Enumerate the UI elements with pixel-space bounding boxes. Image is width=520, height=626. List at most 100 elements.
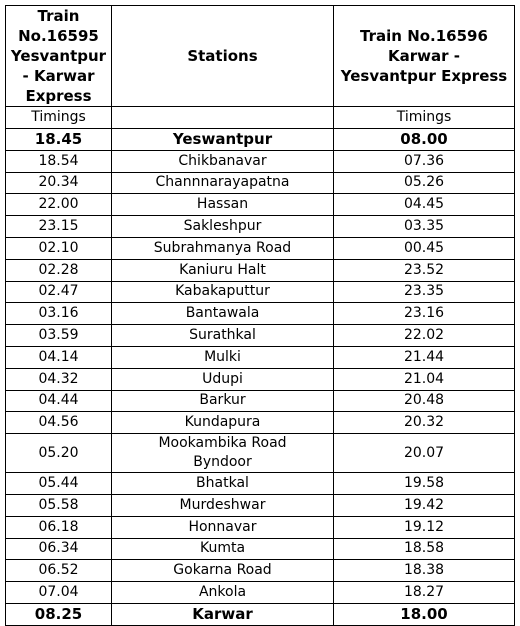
header-line: Yesvantpur [10, 47, 107, 65]
subheader-cell [111, 106, 334, 129]
return-time: 23.35 [333, 280, 515, 304]
return-time: 19.58 [333, 472, 515, 495]
departure-time: 18.54 [5, 149, 112, 173]
departure-time: 04.32 [5, 367, 112, 391]
station: Ankola [111, 581, 334, 604]
header-cell: Train No.16595 Yesvantpur - Karwar Express [5, 5, 112, 107]
header-line: Stations [187, 47, 258, 65]
timetable-row: 02.10 Subrahmanya Road 00.45 [5, 236, 515, 260]
departure-time: 03.59 [5, 324, 112, 347]
header-cell: Stations [111, 5, 334, 107]
station: Sakleshpur [111, 215, 334, 238]
return-time: 05.26 [333, 171, 515, 195]
subheader-cell: Timings [333, 106, 515, 129]
departure-time: 05.44 [5, 472, 112, 495]
station: Mookambika Road Byndoor [111, 433, 334, 474]
timetable-row: 04.32 Udupi 21.04 [5, 367, 515, 391]
departure-time: 04.14 [5, 345, 112, 369]
station: Chikbanavar [111, 149, 334, 173]
station: Barkur [111, 389, 334, 413]
header-line: Yesvantpur Express [340, 67, 508, 85]
timetable-row: 04.56 Kundapura 20.32 [5, 411, 515, 435]
departure-time: 18.45 [5, 128, 112, 151]
timetable-row: 06.34 Kumta 18.58 [5, 537, 515, 561]
station: Subrahmanya Road [111, 236, 334, 260]
station: Kabakaputtur [111, 280, 334, 304]
timetable-row: 08.25 Karwar 18.00 [5, 602, 515, 626]
station: Kundapura [111, 411, 334, 435]
header-line: Train No.16595 [18, 7, 99, 45]
timetable-row: 22.00 Hassan 04.45 [5, 193, 515, 217]
departure-time: 08.25 [5, 602, 112, 626]
departure-time: 03.16 [5, 302, 112, 326]
timetable-row: 05.58 Murdeshwar 19.42 [5, 493, 515, 517]
timetable-row: 18.54 Chikbanavar 07.36 [5, 149, 515, 173]
departure-time: 20.34 [5, 171, 112, 195]
timetable-row: 18.45 Yeswantpur 08.00 [5, 128, 515, 151]
departure-time: 06.52 [5, 559, 112, 583]
station: Karwar [111, 602, 334, 626]
return-time: 20.48 [333, 389, 515, 413]
header-cell: Train No.16596 Karwar - Yesvantpur Express [333, 5, 515, 107]
station: Udupi [111, 367, 334, 391]
return-time: 18.38 [333, 559, 515, 583]
departure-time: 07.04 [5, 581, 112, 604]
header-line: Express [25, 87, 92, 105]
station: Mulki [111, 345, 334, 369]
station: Hassan [111, 193, 334, 217]
return-time: 19.12 [333, 515, 515, 539]
return-time: 03.35 [333, 215, 515, 238]
departure-time: 02.28 [5, 258, 112, 282]
header-line: Train No.16596 [360, 27, 488, 45]
header-line: - Karwar [22, 67, 95, 85]
departure-time: 23.15 [5, 215, 112, 238]
return-time: 21.44 [333, 345, 515, 369]
station: Bhatkal [111, 472, 334, 495]
departure-time: 02.47 [5, 280, 112, 304]
station: Kaniuru Halt [111, 258, 334, 282]
return-time: 23.52 [333, 258, 515, 282]
return-time: 18.00 [333, 602, 515, 626]
departure-time: 06.18 [5, 515, 112, 539]
return-time: 18.58 [333, 537, 515, 561]
station: Gokarna Road [111, 559, 334, 583]
return-time: 04.45 [333, 193, 515, 217]
timetable-row: 04.44 Barkur 20.48 [5, 389, 515, 413]
departure-time: 04.44 [5, 389, 112, 413]
departure-time: 05.58 [5, 493, 112, 517]
timetable-row: 20.34 Channnarayapatna 05.26 [5, 171, 515, 195]
departure-time: 05.20 [5, 433, 112, 474]
departure-time: 06.34 [5, 537, 112, 561]
timetable-row: 06.18 Honnavar 19.12 [5, 515, 515, 539]
station: Bantawala [111, 302, 334, 326]
subheader-row: Timings Timings [5, 106, 515, 129]
timetable-row: 07.04 Ankola 18.27 [5, 581, 515, 604]
departure-time: 02.10 [5, 236, 112, 260]
timetable-row: 23.15 Sakleshpur 03.35 [5, 215, 515, 238]
return-time: 08.00 [333, 128, 515, 151]
timetable-row: 02.28 Kaniuru Halt 23.52 [5, 258, 515, 282]
return-time: 20.32 [333, 411, 515, 435]
return-time: 20.07 [333, 433, 515, 474]
station: Channnarayapatna [111, 171, 334, 195]
timetable-row: 03.16 Bantawala 23.16 [5, 302, 515, 326]
station: Kumta [111, 537, 334, 561]
timetable: Train No.16595 Yesvantpur - Karwar Express … [5, 5, 515, 626]
timetable-row: 05.20 Mookambika Road Byndoor 20.07 [5, 433, 515, 474]
return-time: 07.36 [333, 149, 515, 173]
timetable-row: 05.44 Bhatkal 19.58 [5, 472, 515, 495]
station: Surathkal [111, 324, 334, 347]
departure-time: 04.56 [5, 411, 112, 435]
table-body: 18.45 Yeswantpur 08.00 18.54 Chikbanavar 07.3… [5, 128, 515, 626]
return-time: 23.16 [333, 302, 515, 326]
return-time: 19.42 [333, 493, 515, 517]
header-line: Karwar - [388, 47, 460, 65]
header-row: Train No.16595 Yesvantpur - Karwar Express … [5, 5, 515, 107]
station: Murdeshwar [111, 493, 334, 517]
station: Honnavar [111, 515, 334, 539]
return-time: 21.04 [333, 367, 515, 391]
return-time: 22.02 [333, 324, 515, 347]
departure-time: 22.00 [5, 193, 112, 217]
station: Yeswantpur [111, 128, 334, 151]
